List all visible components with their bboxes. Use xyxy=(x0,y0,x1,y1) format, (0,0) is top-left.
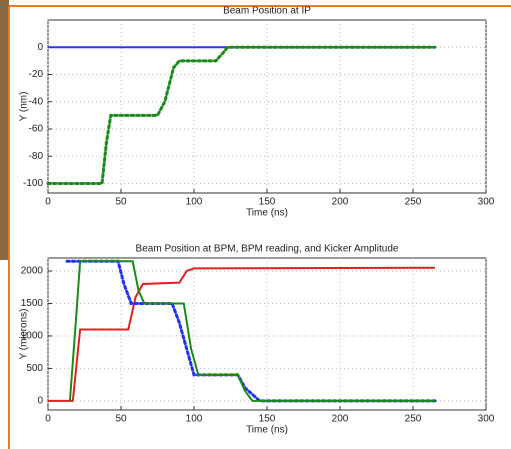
y-tick-label: 1500 xyxy=(21,298,44,309)
x-axis-label: Time (ns) xyxy=(246,208,288,219)
y-tick-label: -40 xyxy=(29,96,44,107)
y-tick-label: -20 xyxy=(29,69,44,80)
x-tick-label: 250 xyxy=(405,197,422,208)
x-tick-label: 300 xyxy=(478,414,495,425)
x-tick-label: 250 xyxy=(405,414,422,425)
x-tick-label: 300 xyxy=(478,197,495,208)
chart-title: Beam Position at IP xyxy=(223,6,311,17)
y-tick-label: 1000 xyxy=(21,331,44,342)
y-tick-label: 0 xyxy=(37,396,43,407)
series-line xyxy=(65,259,437,403)
y-axis-label: Y (nm) xyxy=(19,92,30,122)
y-tick-label: 0 xyxy=(37,42,43,53)
x-tick-label: 200 xyxy=(332,197,349,208)
x-tick-label: 200 xyxy=(332,414,349,425)
y-tick-label: -80 xyxy=(29,151,44,162)
series-line xyxy=(46,45,437,185)
x-tick-label: 150 xyxy=(259,414,276,425)
y-tick-label: -60 xyxy=(29,124,44,135)
series-line xyxy=(68,260,435,402)
x-tick-label: 100 xyxy=(186,197,203,208)
y-tick-label: 2000 xyxy=(21,266,44,277)
x-tick-label: 100 xyxy=(186,414,203,425)
photo-edge xyxy=(0,0,9,260)
chart-title: Beam Position at BPM, BPM reading, and K… xyxy=(136,244,399,255)
x-tick-label: 50 xyxy=(115,197,127,208)
y-axis-label: Y (microns) xyxy=(19,309,30,360)
x-tick-label: 150 xyxy=(259,197,276,208)
x-axis-label: Time (ns) xyxy=(246,425,288,436)
y-tick-label: 500 xyxy=(26,363,43,374)
x-tick-label: 0 xyxy=(45,197,51,208)
x-tick-label: 50 xyxy=(115,414,127,425)
y-tick-label: -100 xyxy=(23,178,43,189)
x-tick-label: 0 xyxy=(45,414,51,425)
